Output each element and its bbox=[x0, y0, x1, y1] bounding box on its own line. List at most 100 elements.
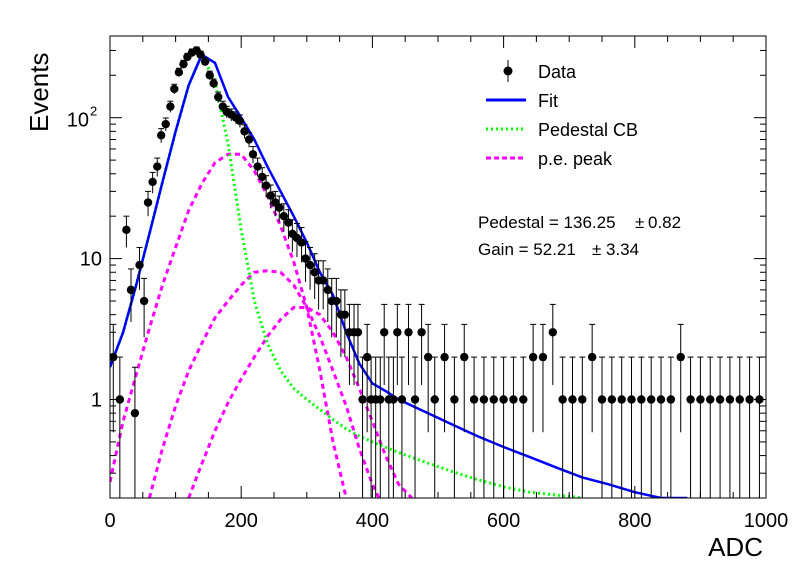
data-marker bbox=[410, 395, 420, 404]
data-point bbox=[170, 83, 179, 94]
data-marker bbox=[607, 395, 617, 404]
data-point bbox=[319, 260, 328, 310]
x-tick-label: 1000 bbox=[744, 510, 789, 532]
data-marker bbox=[696, 395, 705, 404]
data-marker bbox=[310, 268, 319, 277]
data-marker bbox=[597, 395, 607, 404]
data-marker bbox=[362, 352, 372, 362]
y-tick-label: 10 bbox=[80, 249, 102, 271]
data-point bbox=[568, 356, 577, 498]
data-marker bbox=[489, 395, 498, 404]
data-point bbox=[578, 356, 587, 498]
data-marker bbox=[450, 395, 459, 404]
data-point bbox=[126, 268, 136, 322]
data-marker bbox=[380, 328, 389, 337]
data-point bbox=[196, 50, 205, 59]
y-tick-exponent: 2 bbox=[90, 104, 97, 119]
y-axis-label: Events bbox=[24, 53, 54, 133]
data-marker bbox=[244, 135, 254, 144]
data-marker bbox=[240, 127, 249, 136]
data-marker bbox=[666, 395, 676, 404]
data-point bbox=[200, 57, 210, 66]
data-point bbox=[715, 356, 725, 498]
data-point bbox=[499, 356, 508, 498]
legend-label: p.e. peak bbox=[538, 149, 613, 169]
pedestal-pm: ± bbox=[635, 213, 644, 232]
x-tick-label: 0 bbox=[104, 510, 115, 532]
x-axis-label: ADC bbox=[708, 532, 763, 562]
data-point bbox=[257, 167, 267, 188]
data-marker bbox=[323, 285, 332, 295]
data-marker bbox=[205, 71, 214, 80]
data-point bbox=[587, 323, 597, 433]
data-point bbox=[143, 190, 153, 217]
data-marker bbox=[353, 328, 363, 337]
data-marker bbox=[423, 352, 433, 362]
data-point bbox=[323, 268, 332, 322]
data-marker bbox=[301, 254, 310, 263]
data-point bbox=[417, 303, 426, 385]
y-tick-label: 10 bbox=[67, 110, 89, 132]
data-point bbox=[548, 303, 557, 385]
data-marker bbox=[460, 352, 469, 362]
data-marker bbox=[170, 84, 179, 94]
data-marker bbox=[627, 395, 636, 404]
gain-error: 3.34 bbox=[606, 240, 639, 259]
data-point bbox=[393, 303, 402, 385]
legend-label: Data bbox=[538, 62, 577, 82]
data-points-layer bbox=[110, 46, 764, 498]
x-tick-label: 800 bbox=[618, 510, 651, 532]
data-point bbox=[305, 246, 315, 290]
data-marker bbox=[528, 352, 538, 362]
data-point bbox=[558, 356, 567, 498]
pe-peak-curve-1 bbox=[110, 152, 348, 498]
data-marker bbox=[130, 408, 140, 418]
pedestal-error: 0.82 bbox=[648, 213, 681, 232]
data-marker bbox=[417, 328, 426, 337]
data-point bbox=[153, 157, 162, 177]
data-point bbox=[489, 356, 498, 498]
curves-layer bbox=[110, 51, 688, 498]
data-marker bbox=[148, 177, 157, 187]
data-marker bbox=[617, 395, 626, 404]
data-point bbox=[676, 323, 685, 433]
data-point bbox=[240, 124, 249, 139]
data-point bbox=[156, 128, 166, 143]
data-point bbox=[617, 356, 626, 498]
data-marker bbox=[404, 328, 413, 337]
data-point bbox=[310, 253, 319, 299]
annotation-gain: Gain = 52.21 ± 3.34 bbox=[478, 240, 639, 259]
data-point bbox=[380, 303, 389, 385]
data-marker bbox=[156, 131, 166, 140]
data-point bbox=[135, 246, 144, 290]
data-marker bbox=[587, 352, 597, 362]
data-point bbox=[332, 277, 341, 338]
data-marker bbox=[248, 150, 258, 159]
legend-label: Fit bbox=[538, 91, 558, 111]
data-point bbox=[244, 132, 254, 148]
data-point bbox=[686, 356, 695, 498]
data-point bbox=[509, 356, 518, 498]
data-marker bbox=[179, 59, 188, 69]
data-point bbox=[179, 59, 188, 69]
data-marker bbox=[166, 102, 175, 111]
data-marker bbox=[715, 395, 725, 404]
data-point bbox=[479, 356, 489, 498]
data-point bbox=[297, 227, 306, 263]
data-point bbox=[469, 356, 479, 498]
data-marker bbox=[235, 116, 245, 126]
legend-label: Pedestal CB bbox=[538, 120, 638, 140]
data-point bbox=[666, 356, 676, 498]
data-point bbox=[460, 323, 469, 433]
data-marker bbox=[143, 198, 153, 207]
data-marker bbox=[686, 395, 695, 404]
data-marker bbox=[200, 57, 210, 66]
data-point bbox=[410, 356, 420, 498]
data-point bbox=[353, 303, 363, 385]
x-tick-label: 200 bbox=[225, 510, 258, 532]
data-marker bbox=[637, 395, 646, 404]
y-tick-label: 1 bbox=[91, 390, 102, 412]
